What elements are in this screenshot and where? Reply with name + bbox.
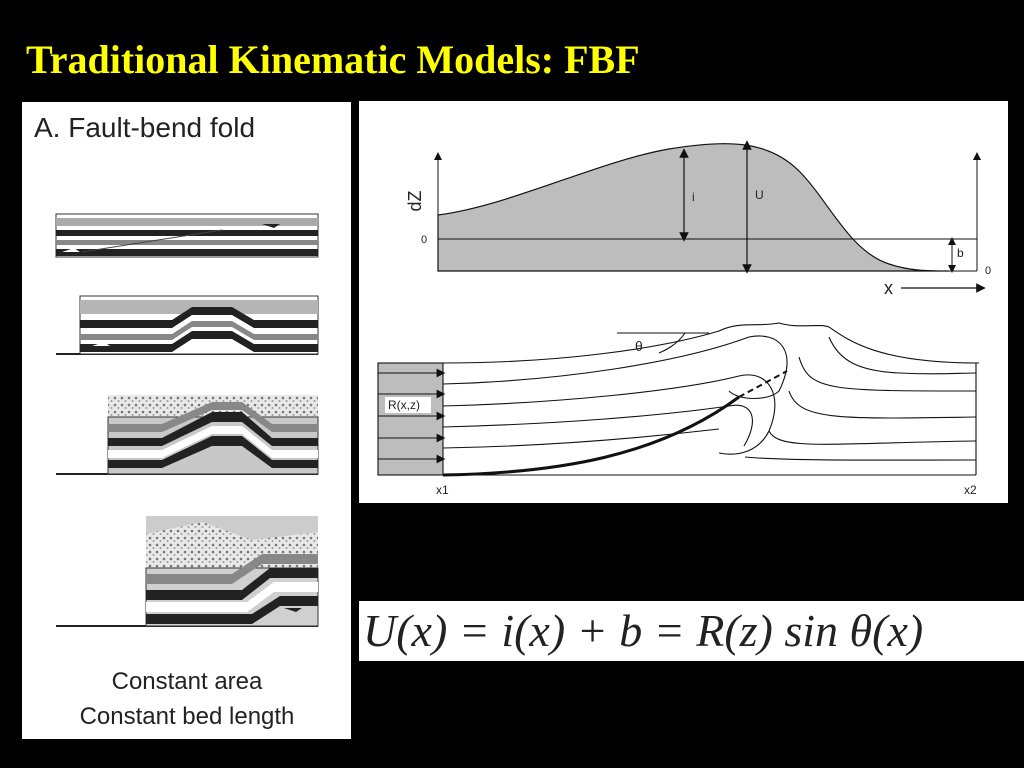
zero-label-left: 0 bbox=[421, 234, 427, 246]
left-heading: A. Fault-bend fold bbox=[34, 112, 255, 143]
R-label-background bbox=[385, 397, 431, 413]
stage-4 bbox=[56, 516, 319, 627]
stage-2 bbox=[56, 295, 319, 355]
caption-line-2: Constant bed length bbox=[80, 703, 295, 730]
x-label: x bbox=[884, 278, 893, 298]
stage-3 bbox=[56, 395, 319, 475]
uplift-profile-area bbox=[437, 142, 950, 272]
R-label: R(x,z) bbox=[388, 398, 420, 412]
cross-section bbox=[377, 322, 980, 477]
displacement-profile-figure: dZ 0 0 i U b x bbox=[377, 140, 991, 497]
displacement-profile-panel: dZ 0 0 i U b x bbox=[359, 101, 1008, 503]
stage-1 bbox=[55, 213, 319, 258]
i-label: i bbox=[692, 190, 695, 204]
theta-label: θ bbox=[635, 338, 643, 354]
fault-bend-fold-panel: A. Fault-bend fold bbox=[22, 102, 351, 739]
x2-label: x2 bbox=[964, 483, 977, 497]
caption-line-1: Constant area bbox=[112, 668, 263, 695]
b-label: b bbox=[957, 246, 964, 260]
slide-title: Traditional Kinematic Models: FBF bbox=[26, 37, 640, 82]
zero-label-right: 0 bbox=[985, 265, 991, 277]
fault-bend-fold-figure: A. Fault-bend fold bbox=[34, 112, 319, 730]
y-axis-label: dZ bbox=[405, 190, 425, 211]
equation-panel: U(x) = i(x) + b = R(z) sin θ(x) bbox=[359, 601, 1024, 661]
x1-label: x1 bbox=[436, 483, 449, 497]
uplift-equation: U(x) = i(x) + b = R(z) sin θ(x) bbox=[363, 605, 924, 656]
U-label: U bbox=[755, 188, 764, 202]
